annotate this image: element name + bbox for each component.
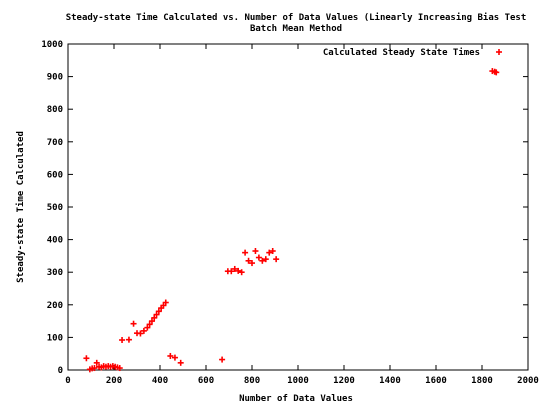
data-point	[119, 337, 126, 344]
data-point	[167, 352, 174, 359]
data-point	[259, 257, 266, 264]
y-tick-label: 1000	[41, 40, 63, 50]
legend-label: Calculated Steady State Times	[323, 47, 480, 58]
x-tick-label: 0	[65, 376, 70, 386]
data-point	[144, 324, 151, 331]
x-tick-label: 1600	[425, 376, 447, 386]
y-axis: 0 100 200 300 400 500 600 700 800 900 1000	[41, 40, 528, 376]
data-points	[83, 68, 500, 373]
data-point	[231, 265, 238, 272]
data-point	[116, 365, 123, 372]
x-tick-label: 400	[152, 376, 168, 386]
data-point	[266, 249, 273, 256]
y-axis-label: Steady-state Time Calculated	[15, 131, 26, 283]
plot-frame	[67, 43, 529, 371]
data-point	[125, 336, 132, 343]
data-point	[93, 359, 100, 366]
data-point	[162, 299, 169, 306]
legend-marker	[496, 49, 502, 55]
x-tick-label: 1200	[333, 376, 355, 386]
data-point	[235, 267, 242, 274]
data-point	[242, 249, 249, 256]
data-point	[245, 257, 252, 264]
data-point	[493, 69, 500, 76]
data-point	[177, 359, 184, 366]
data-point	[249, 260, 255, 267]
y-tick-label: 400	[47, 236, 63, 246]
chart-title-line1: Steady-state Time Calculated vs. Number …	[66, 12, 527, 23]
x-axis: 0 200 400 600 800 1000 1200 1400 1600 1800 2000	[65, 44, 539, 386]
data-point	[140, 327, 147, 334]
x-tick-label: 1400	[379, 376, 401, 386]
data-point	[171, 354, 178, 361]
data-point	[130, 320, 137, 327]
x-tick-label: 800	[244, 376, 260, 386]
data-point	[83, 355, 90, 362]
x-tick-label: 600	[198, 376, 214, 386]
x-axis-label: Number of Data Values	[239, 394, 353, 404]
data-point	[151, 314, 158, 321]
data-point	[262, 256, 269, 263]
y-tick-label: 300	[47, 268, 63, 278]
data-point	[273, 256, 280, 263]
y-tick-label: 800	[47, 105, 63, 115]
x-tick-label: 1000	[287, 376, 309, 386]
data-point	[252, 248, 259, 255]
data-point	[153, 311, 160, 318]
y-tick-label: 900	[47, 73, 63, 83]
data-point	[269, 248, 276, 255]
y-tick-label: 200	[47, 301, 63, 311]
data-point	[146, 321, 153, 328]
x-tick-label: 200	[106, 376, 122, 386]
data-point	[238, 269, 245, 276]
data-point	[137, 330, 144, 337]
y-tick-label: 700	[47, 138, 63, 148]
data-point	[255, 254, 262, 261]
data-point	[148, 318, 155, 325]
data-point	[219, 356, 226, 363]
y-tick-label: 0	[58, 366, 63, 376]
x-tick-label: 1800	[471, 376, 493, 386]
data-point	[91, 365, 98, 372]
y-tick-label: 500	[47, 203, 63, 213]
data-point	[228, 268, 235, 275]
y-tick-label: 600	[47, 170, 63, 180]
chart-title-line2: Batch Mean Method	[250, 24, 342, 34]
x-tick-label: 2000	[517, 376, 539, 386]
y-tick-label: 100	[47, 333, 63, 343]
legend: Calculated Steady State Times	[323, 47, 502, 58]
legend-marker-plus	[496, 49, 502, 55]
data-point	[155, 308, 162, 315]
